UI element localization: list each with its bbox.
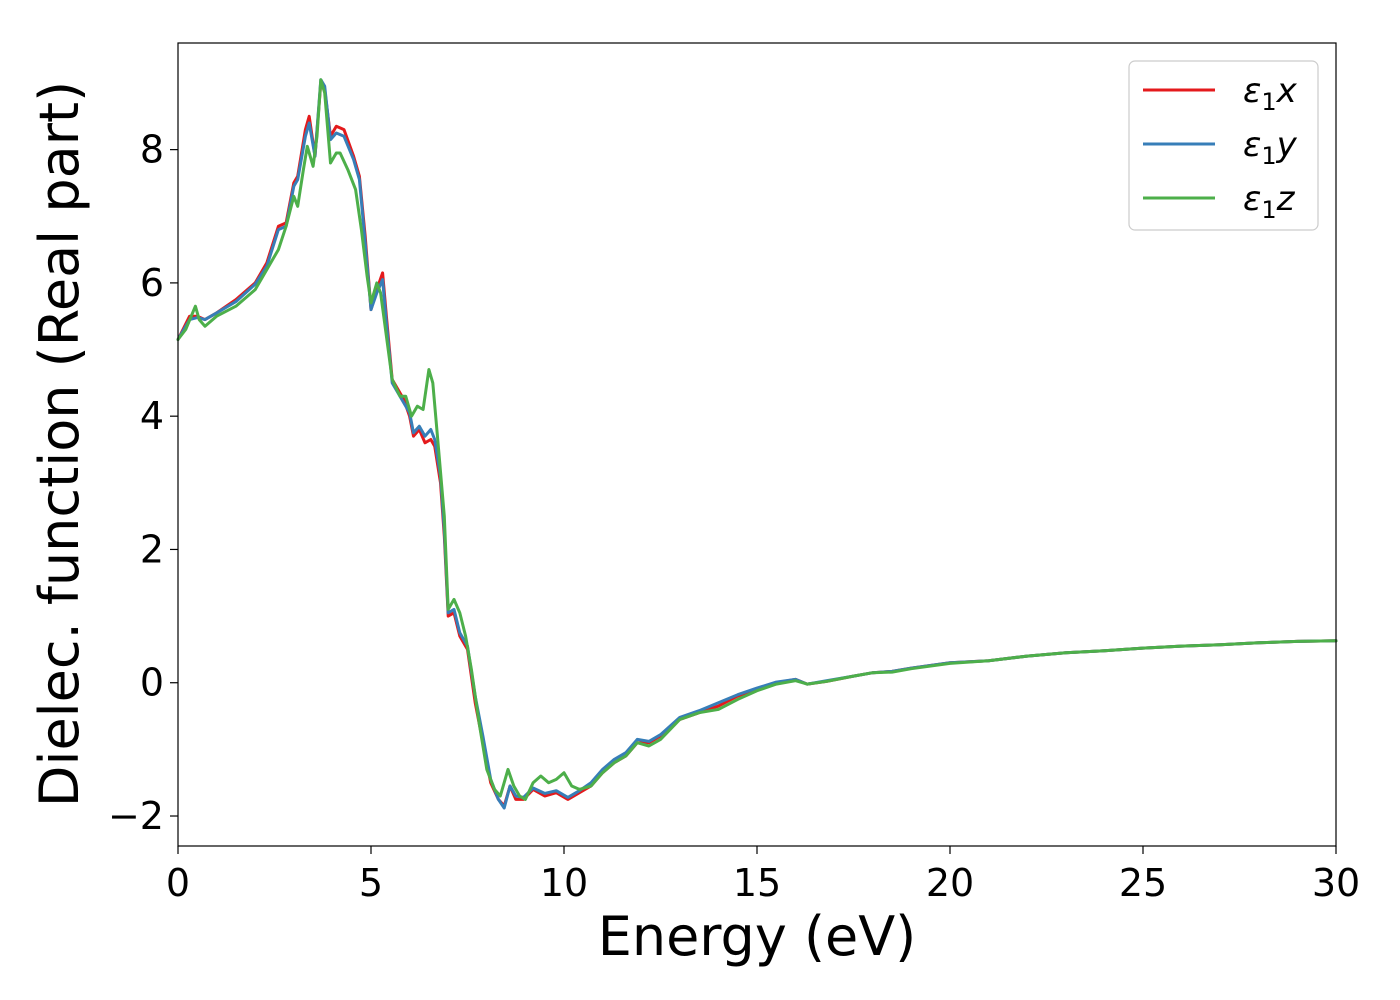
x-tick-label: 20 [926,861,974,905]
y-tick-label: 4 [140,394,164,438]
series-layer [176,78,1338,810]
y-tick-label: −2 [108,794,164,838]
x-tick-label: 15 [733,861,781,905]
y-axis-ticks: −2 0 2 4 6 8 [108,128,178,838]
legend-box [1128,60,1319,231]
legend-entries: ε1x ε1y ε1z [1143,71,1298,224]
y-tick-label: 8 [140,128,164,172]
x-axis-ticks: 0 5 10 15 20 25 30 [166,846,1360,905]
series-line-z [176,78,1338,801]
x-tick-label: 5 [359,861,383,905]
y-axis-title: Dielec. function (Real part) [28,81,91,807]
y-tick-label: 6 [140,261,164,305]
legend-label-z: ε1z [1243,179,1296,224]
y-tick-label: 0 [140,661,164,705]
x-tick-label: 0 [166,861,190,905]
legend: ε1x ε1y ε1z [1128,60,1319,231]
y-tick-label: 2 [140,527,164,571]
legend-label-y: ε1y [1243,125,1298,170]
legend-label-x: ε1x [1243,71,1298,116]
x-tick-label: 30 [1312,861,1360,905]
x-axis-title: Energy (eV) [598,905,917,968]
x-tick-label: 25 [1119,861,1167,905]
x-tick-label: 10 [540,861,588,905]
